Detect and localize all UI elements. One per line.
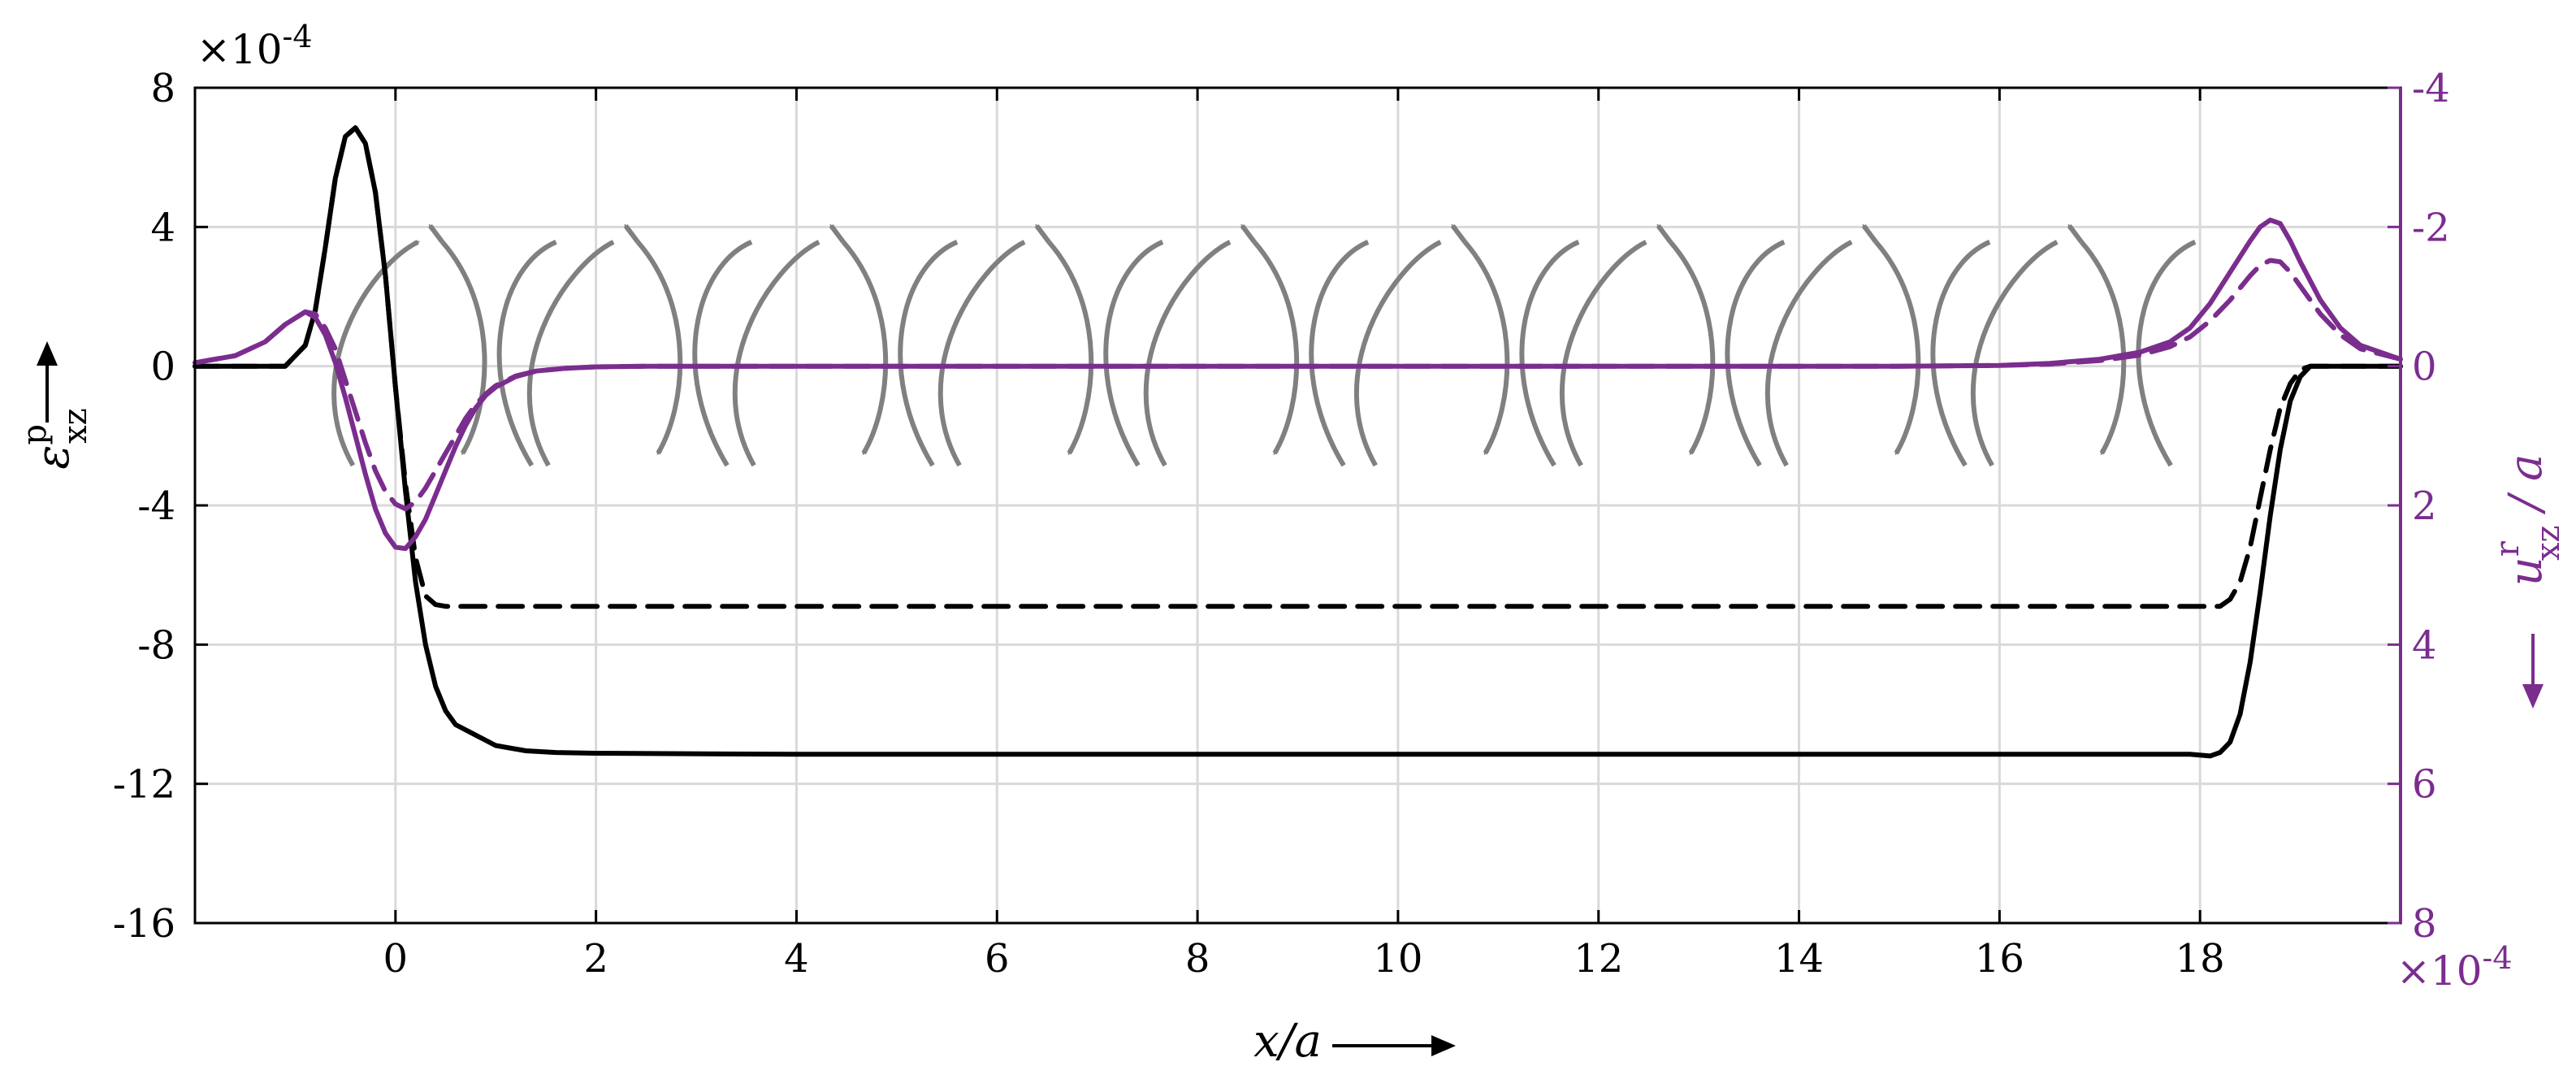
ticks: 0 2 4 6 8 10 12 14 16 18 8 4 0 -4 -8 -12 -16 -4 -2 0 2 4 6 8	[113, 66, 2450, 982]
x-tick-label: 2	[583, 936, 608, 982]
curved-arrow-down	[440, 240, 487, 456]
curved-arrow-down	[635, 240, 683, 456]
curved-arrow-plain	[1764, 240, 1853, 467]
y-tick-label-left: 0	[150, 345, 175, 390]
curved-arrow-plain	[1725, 240, 1786, 467]
curved-arrow-up-tip	[1034, 223, 1051, 244]
left-axis-arrow	[37, 341, 58, 423]
curved-arrow-plain	[937, 240, 1026, 467]
curved-arrow-plain	[1309, 240, 1370, 467]
right-axis-arrow	[2522, 634, 2544, 709]
curved-arrow-down	[1462, 240, 1510, 456]
curved-arrow-up-tip	[428, 223, 444, 244]
y-tick-label-left: -12	[113, 762, 175, 808]
curved-arrow-plain	[898, 240, 959, 467]
x-tick-label: 16	[1975, 936, 2024, 982]
left-axis-label: εp xz	[16, 408, 94, 469]
right-exponent: ×10-4	[2396, 940, 2513, 995]
curved-arrow-plain	[331, 240, 420, 467]
curved-arrow-plain	[1143, 240, 1232, 467]
curved-arrow-plain	[526, 240, 615, 467]
curved-arrow-plain	[1970, 240, 2059, 467]
curved-arrow-plain	[732, 240, 820, 467]
right-axis-label: ur xz / a	[2489, 454, 2567, 587]
curved-arrow-down	[1668, 240, 1716, 456]
x-tick-label: 8	[1185, 936, 1210, 982]
curved-arrow-plain	[496, 240, 557, 467]
series-line-left-dashed	[193, 125, 2403, 609]
x-tick-label: 0	[383, 936, 409, 982]
y-tick-label-right: 8	[2412, 901, 2437, 947]
y-tick-label-right: 2	[2412, 483, 2437, 529]
y-tick-label-right: 0	[2412, 345, 2437, 390]
curved-arrow-plain	[1353, 240, 1442, 467]
x-tick-label: 18	[2176, 936, 2225, 982]
curved-arrow-down	[1252, 240, 1300, 456]
curved-arrow-up-tip	[1240, 223, 1257, 244]
y-tick-label-left: -4	[137, 483, 175, 529]
curved-arrow-plain	[2136, 240, 2197, 467]
curved-arrow-up-tip	[1656, 223, 1673, 244]
x-tick-label: 14	[1774, 936, 1824, 982]
curved-arrow-down	[841, 240, 889, 456]
series-line-left-solid	[193, 125, 2403, 759]
x-axis-label: x/a	[1253, 1015, 1322, 1068]
y-tick-label-left: 8	[150, 66, 175, 111]
x-tick-label: 6	[985, 936, 1010, 982]
curved-arrow-plain	[1519, 240, 1580, 467]
y-tick-label-right: 6	[2412, 762, 2437, 808]
series-line-right-dashed	[193, 258, 2403, 512]
curved-arrow-plain	[1930, 240, 1991, 467]
curved-arrow-up-tip	[1450, 223, 1467, 244]
curved-arrow-up-tip	[1861, 223, 1878, 244]
curved-arrow-up-tip	[623, 223, 640, 244]
curved-arrow-plain	[1559, 240, 1647, 467]
left-exponent: ×10-4	[197, 19, 313, 73]
x-axis-arrow	[1332, 1035, 1456, 1056]
y-tick-label-left: -16	[113, 901, 175, 947]
curved-arrow-down	[1873, 240, 1921, 456]
x-tick-label: 12	[1574, 936, 1623, 982]
x-tick-label: 4	[784, 936, 809, 982]
curved-arrow-down	[2079, 240, 2127, 456]
x-tick-label: 10	[1373, 936, 1422, 982]
plot-lines	[193, 125, 2403, 759]
curved-arrow-up-tip	[829, 223, 846, 244]
curved-arrow-up-tip	[2067, 223, 2084, 244]
curved-arrow-plain	[692, 240, 753, 467]
curved-arrow-down	[1046, 240, 1094, 456]
y-tick-label-left: -8	[137, 622, 175, 668]
curved-arrows	[331, 223, 2197, 467]
curved-arrow-plain	[1103, 240, 1164, 467]
y-tick-label-right: 4	[2412, 622, 2437, 668]
y-tick-label-left: 4	[150, 205, 175, 250]
y-tick-label-right: -2	[2412, 205, 2450, 250]
y-tick-label-right: -4	[2412, 66, 2450, 111]
grid	[195, 86, 2401, 925]
